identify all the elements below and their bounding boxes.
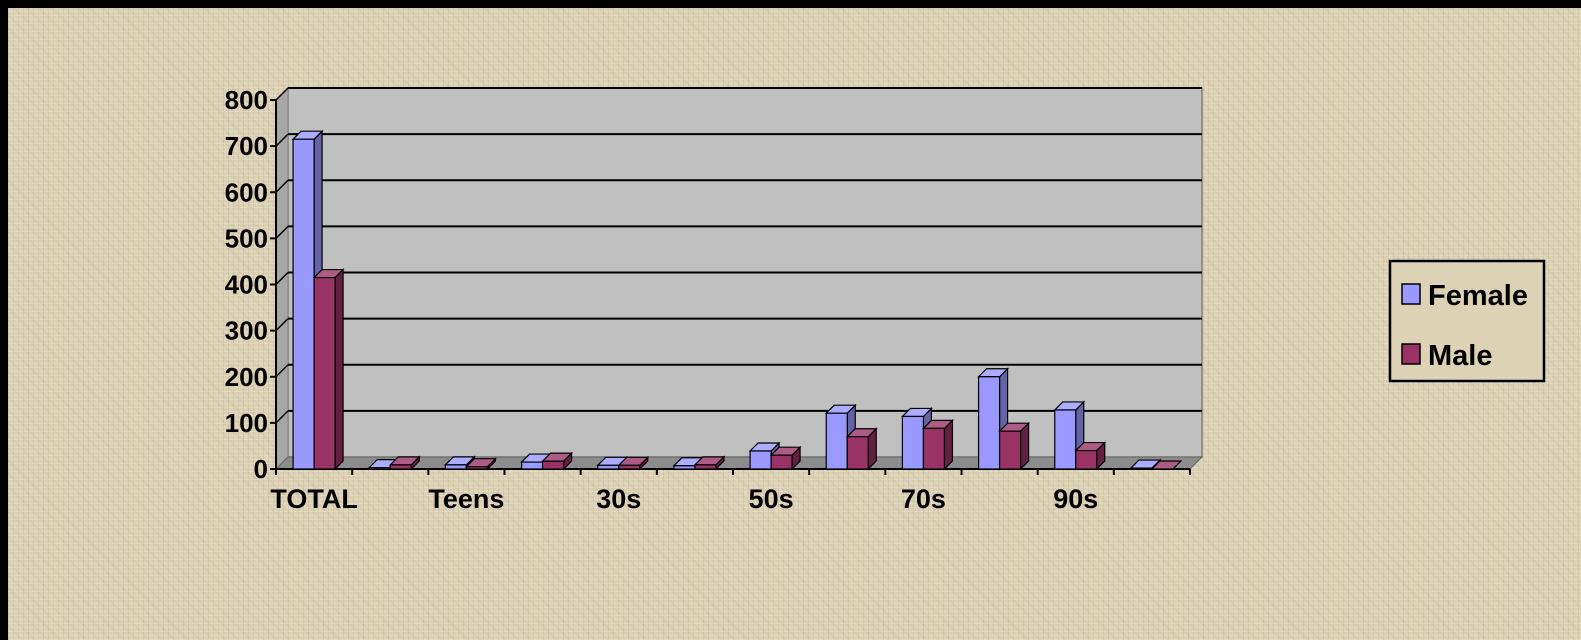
y-tick-label: 600 xyxy=(225,177,268,207)
bar-male xyxy=(693,455,726,471)
legend: Female Male xyxy=(1388,259,1546,383)
bar-female xyxy=(977,367,1010,471)
bar-male xyxy=(769,445,802,471)
bar-male xyxy=(998,421,1031,471)
y-tick-label: 200 xyxy=(225,362,268,392)
bar-male xyxy=(312,268,345,471)
gridline-side xyxy=(275,179,289,193)
y-tick-label: 700 xyxy=(225,131,268,161)
x-tick-label: TOTAL xyxy=(270,484,358,514)
bar-female xyxy=(443,455,476,471)
y-tick-label: 500 xyxy=(225,223,268,253)
bar-male xyxy=(464,457,497,471)
gridline-side xyxy=(275,87,289,101)
x-tick-label: 50s xyxy=(749,484,794,514)
bar-male xyxy=(1150,460,1183,470)
legend-swatch xyxy=(1401,283,1421,305)
legend-swatch xyxy=(1401,343,1421,365)
legend-item-female: Female xyxy=(1401,280,1528,312)
x-tick-label: Teens xyxy=(428,484,504,514)
y-tick-label: 400 xyxy=(225,270,268,300)
x-tick-label: 30s xyxy=(596,484,641,514)
gridline-side xyxy=(275,271,289,286)
y-tick-label: 300 xyxy=(225,316,268,346)
gridline-side xyxy=(275,225,289,239)
legend-label: Female xyxy=(1428,280,1528,312)
legend-item-male: Male xyxy=(1401,340,1492,372)
x-tick-label: 90s xyxy=(1053,484,1098,514)
bar-male xyxy=(617,455,650,471)
bar-male xyxy=(1074,441,1107,471)
gridline-side xyxy=(275,410,289,424)
gridline-side xyxy=(275,364,289,378)
x-tick-label: 70s xyxy=(901,484,946,514)
plot-area: 0 100 200 300 400 500 600 700 800 TOTAL Teens 30s 50… xyxy=(225,85,1204,514)
bar-male xyxy=(921,418,954,471)
y-tick-label: 100 xyxy=(225,408,268,438)
bar-male xyxy=(388,455,421,471)
gridline-side xyxy=(275,133,289,147)
bar-male xyxy=(845,427,878,471)
legend-label: Male xyxy=(1428,340,1492,372)
y-tick-label: 0 xyxy=(254,454,268,484)
gridline-side xyxy=(275,318,289,332)
bar-male xyxy=(541,451,574,471)
y-tick-label: 800 xyxy=(225,85,268,115)
